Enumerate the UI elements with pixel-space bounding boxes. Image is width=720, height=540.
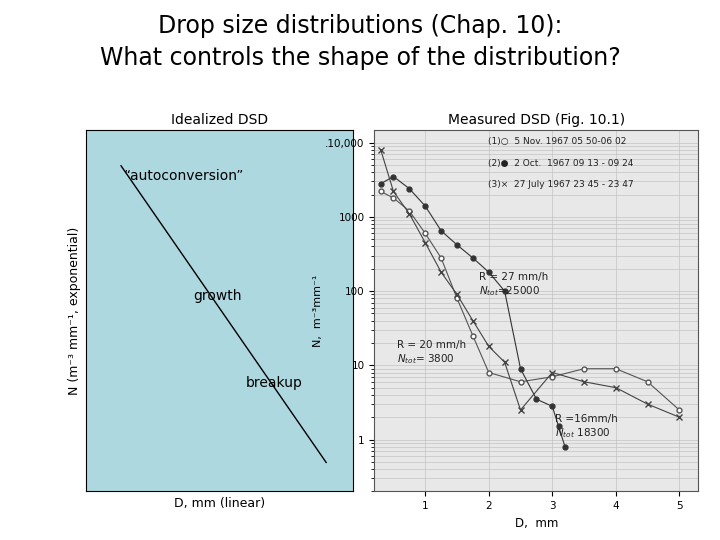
Title: Idealized DSD: Idealized DSD (171, 113, 268, 127)
Text: “autoconversion”: “autoconversion” (124, 170, 244, 184)
Text: Drop size distributions (Chap. 10):: Drop size distributions (Chap. 10): (158, 14, 562, 37)
Text: R = 27 mm/h
$N_{tot}$=25000: R = 27 mm/h $N_{tot}$=25000 (480, 273, 549, 298)
Text: (1)○  5 Nov. 1967 05 50-06 02: (1)○ 5 Nov. 1967 05 50-06 02 (488, 137, 626, 146)
X-axis label: D,  mm: D, mm (515, 517, 558, 530)
X-axis label: D, mm (linear): D, mm (linear) (174, 497, 265, 510)
Text: R =16mm/h
$N_{tot}$ 18300: R =16mm/h $N_{tot}$ 18300 (555, 415, 618, 440)
Text: growth: growth (193, 289, 241, 303)
Text: breakup: breakup (246, 376, 303, 390)
Text: (2)●  2 Oct.  1967 09 13 - 09 24: (2)● 2 Oct. 1967 09 13 - 09 24 (488, 159, 633, 167)
Y-axis label: N,  m⁻³mm⁻¹: N, m⁻³mm⁻¹ (312, 274, 323, 347)
Text: (3)×  27 July 1967 23 45 - 23 47: (3)× 27 July 1967 23 45 - 23 47 (488, 180, 634, 189)
Text: R = 20 mm/h
$N_{tot}$= 3800: R = 20 mm/h $N_{tot}$= 3800 (397, 340, 466, 366)
Title: Measured DSD (Fig. 10.1): Measured DSD (Fig. 10.1) (448, 113, 625, 127)
Text: What controls the shape of the distribution?: What controls the shape of the distribut… (99, 46, 621, 70)
Y-axis label: N (m⁻³ mm⁻¹, exponential): N (m⁻³ mm⁻¹, exponential) (68, 226, 81, 395)
